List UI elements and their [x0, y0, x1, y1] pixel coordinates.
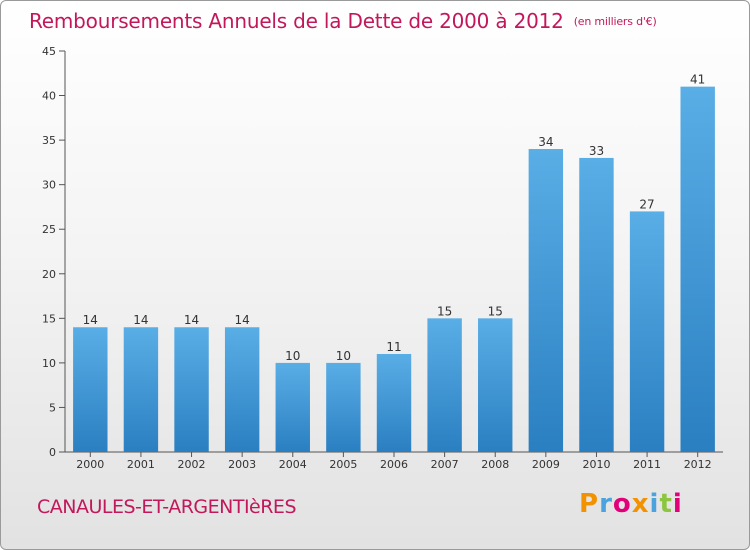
data-label: 14 — [133, 313, 148, 327]
bar — [326, 362, 361, 452]
bar — [376, 353, 412, 452]
x-tick-label: 2012 — [684, 458, 712, 471]
logo-letter: r — [599, 489, 613, 519]
data-label: 34 — [538, 135, 553, 149]
y-tick-label: 25 — [42, 223, 56, 236]
data-label: 10 — [285, 349, 300, 363]
x-tick-label: 2005 — [329, 458, 357, 471]
y-tick-label: 15 — [42, 312, 56, 325]
y-tick-label: 45 — [42, 45, 56, 58]
y-tick-label: 30 — [42, 179, 56, 192]
y-tick-label: 35 — [42, 134, 56, 147]
x-tick-label: 2006 — [380, 458, 408, 471]
bar — [478, 318, 513, 452]
bar — [427, 318, 462, 452]
bar — [73, 327, 108, 452]
data-label: 15 — [488, 304, 503, 318]
x-tick-label: 2009 — [532, 458, 560, 471]
data-label: 27 — [639, 197, 654, 211]
logo-letter: P — [579, 489, 600, 519]
logo-letter: x — [631, 489, 650, 519]
data-label: 41 — [690, 73, 705, 87]
bar — [174, 327, 209, 452]
bar — [224, 327, 260, 452]
bar — [123, 327, 159, 452]
bar — [275, 362, 310, 452]
y-tick-label: 5 — [49, 401, 56, 414]
data-label: 14 — [83, 313, 98, 327]
data-label: 14 — [184, 313, 199, 327]
x-tick-label: 2007 — [431, 458, 459, 471]
bar — [680, 86, 715, 453]
commune-name: CANAULES-ET-ARGENTIèRES — [37, 496, 297, 518]
x-tick-label: 2008 — [481, 458, 509, 471]
bar — [629, 211, 665, 452]
x-tick-label: 2001 — [127, 458, 155, 471]
bar — [528, 149, 564, 452]
y-tick-label: 10 — [42, 357, 56, 370]
bar — [579, 157, 614, 452]
data-label: 11 — [386, 340, 401, 354]
chart-title: Remboursements Annuels de la Dette de 20… — [29, 9, 657, 33]
logo-letter: i — [649, 489, 660, 519]
proxiti-logo: Proxiti — [579, 489, 683, 519]
x-tick-label: 2000 — [76, 458, 104, 471]
x-tick-label: 2004 — [279, 458, 307, 471]
y-tick-label: 0 — [49, 446, 56, 459]
y-tick-label: 40 — [42, 90, 56, 103]
x-tick-label: 2002 — [178, 458, 206, 471]
chart-subtitle: (en milliers d'€) — [573, 15, 657, 28]
chart-title-text: Remboursements Annuels de la Dette de 20… — [29, 9, 564, 33]
x-tick-label: 2003 — [228, 458, 256, 471]
data-label: 14 — [235, 313, 250, 327]
data-label: 10 — [336, 349, 351, 363]
x-tick-label: 2011 — [633, 458, 661, 471]
y-tick-label: 20 — [42, 268, 56, 281]
logo-letter: t — [659, 489, 673, 519]
data-label: 15 — [437, 304, 452, 318]
data-label: 33 — [589, 144, 604, 158]
logo-letter: o — [612, 489, 632, 519]
logo-letter: i — [672, 489, 683, 519]
x-tick-label: 2010 — [582, 458, 610, 471]
